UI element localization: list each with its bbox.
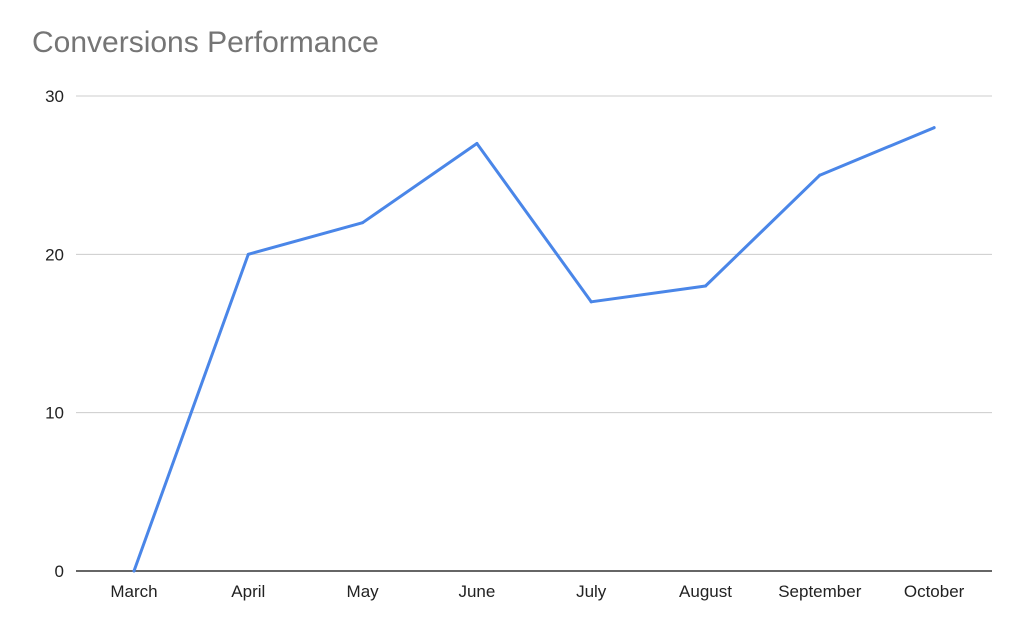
x-tick-label: April: [231, 582, 265, 601]
data-point: [818, 173, 822, 177]
series-line: [132, 126, 936, 573]
y-axis-tick-labels: 0 10 20 30: [45, 87, 64, 581]
x-tick-label: May: [347, 582, 380, 601]
x-tick-label: October: [904, 582, 965, 601]
data-point: [132, 569, 136, 573]
x-tick-label: August: [679, 582, 732, 601]
x-tick-label: July: [576, 582, 607, 601]
y-tick-label: 0: [55, 562, 64, 581]
x-axis-tick-labels: March April May June July August September Octo…: [110, 582, 964, 601]
series-layer: [132, 126, 936, 573]
data-point: [475, 142, 479, 145]
data-point: [246, 252, 250, 256]
y-tick-label: 10: [45, 404, 64, 423]
x-tick-label: September: [778, 582, 861, 601]
data-point: [932, 126, 936, 130]
chart-title: Conversions Performance: [32, 26, 379, 59]
y-tick-label: 20: [45, 245, 64, 264]
data-point: [704, 284, 707, 288]
y-tick-label: 30: [45, 87, 64, 106]
x-tick-label: June: [458, 582, 495, 601]
data-point: [589, 300, 593, 304]
x-tick-label: March: [110, 582, 157, 601]
data-point: [361, 221, 365, 225]
gridlines: [76, 95, 992, 572]
